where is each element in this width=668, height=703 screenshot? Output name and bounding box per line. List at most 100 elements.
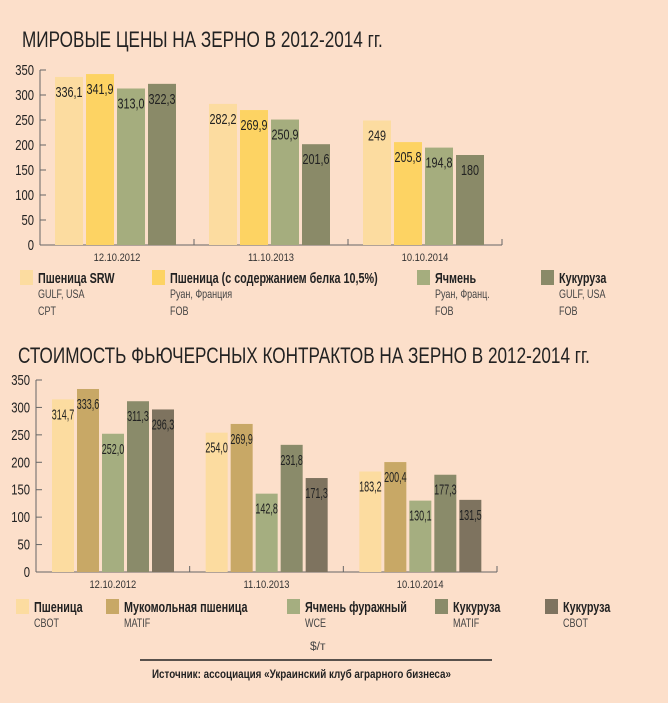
legend-sublabel: GULF, USA [559, 288, 606, 302]
legend-sublabel: FOB [170, 305, 188, 319]
bar [209, 103, 237, 246]
bar [305, 478, 328, 572]
bar-value-label: 142,8 [255, 500, 278, 517]
legend-sublabel: Руан, Франц. [435, 288, 490, 302]
bar-value-label: 311,3 [127, 408, 149, 425]
bar-value-label: 282,2 [210, 110, 237, 127]
bar [394, 142, 422, 245]
bar [409, 500, 432, 572]
y-tick-label: 150 [15, 161, 34, 178]
bar [240, 110, 268, 245]
bar [148, 83, 176, 245]
x-tick-label: 12.10.2012 [94, 252, 141, 264]
y-tick-label: 200 [15, 136, 34, 153]
bar [271, 119, 299, 245]
legend-label: Ячмень фуражный [305, 598, 407, 615]
bar-value-label: 205,8 [395, 148, 422, 165]
legend-label: Кукуруза [453, 598, 501, 615]
legend-label: Мукомольная пшеница [124, 598, 248, 615]
legend-sublabel: CBOT [34, 617, 59, 631]
legend-item: Мукомольная пшеница MATIF [106, 598, 248, 630]
bar-value-label: 313,0 [118, 95, 145, 112]
unit-label: $/т [310, 639, 326, 653]
bar-value-label: 254,0 [205, 439, 228, 456]
y-tick-label: 100 [15, 186, 34, 203]
legend-sublabel: CPT [38, 305, 56, 319]
chart-1: МИРОВЫЕ ЦЕНЫ НА ЗЕРНО В 2012-2014 гг. 0 50… [15, 28, 607, 318]
legend-item: Ячмень фуражный WCE [287, 598, 407, 630]
bar [384, 462, 407, 572]
legend-label: Пшеница SRW [38, 269, 115, 286]
legend-item: Кукуруза GULF, USA FOB [541, 269, 607, 318]
source-note: Источник: ассоциация «Украинский клуб аг… [152, 668, 451, 681]
chart-2: СТОИМОСТЬ ФЬЮЧЕРСНЫХ КОНТРАКТОВ НА ЗЕРНО… [11, 344, 611, 630]
chart-title: МИРОВЫЕ ЦЕНЫ НА ЗЕРНО В 2012-2014 гг. [22, 28, 383, 53]
legend-item: Пшеница CBOT [16, 598, 83, 630]
legend-sublabel: GULF, USA [38, 288, 85, 302]
bar-value-label: 201,6 [303, 150, 330, 167]
legend-sublabel: WCE [305, 617, 326, 631]
bar [152, 409, 174, 572]
legend-item: Кукуруза CBOT [545, 598, 611, 630]
bar [86, 74, 114, 245]
bar [456, 155, 484, 245]
bar-value-label: 336,1 [56, 83, 83, 100]
bar-value-label: 250,9 [272, 126, 299, 143]
bar-value-label: 231,8 [280, 452, 303, 469]
bar-value-label: 171,3 [305, 485, 328, 502]
x-tick-label: 11.10.2013 [243, 579, 289, 591]
legend-sublabel: Руан, Франция [170, 288, 232, 302]
x-tick-label: 12.10.2012 [89, 579, 136, 591]
legend-item: Кукуруза MATIF [435, 598, 501, 630]
bar [230, 423, 253, 572]
legend-sublabel: MATIF [453, 617, 480, 631]
legend-swatch [435, 599, 448, 614]
legend-sublabel: FOB [559, 305, 577, 319]
y-tick-label: 50 [17, 536, 30, 553]
chart-title: СТОИМОСТЬ ФЬЮЧЕРСНЫХ КОНТРАКТОВ НА ЗЕРНО… [18, 344, 590, 369]
legend-item: Пшеница (с содержанием белка 10,5%) Руан,… [152, 269, 378, 318]
y-tick-label: 250 [11, 426, 30, 443]
bar-value-label: 341,9 [87, 80, 114, 97]
bar [127, 401, 149, 572]
bar [255, 493, 278, 572]
bar [102, 433, 124, 572]
bar [425, 147, 453, 245]
bar-value-label: 130,1 [409, 507, 432, 524]
y-tick-label: 300 [15, 86, 34, 103]
bar-value-label: 314,7 [52, 406, 75, 423]
legend-swatch [106, 599, 119, 614]
bar-value-label: 131,5 [459, 507, 482, 524]
y-tick-label: 200 [11, 454, 30, 471]
legend-label: Кукуруза [563, 598, 611, 615]
legend-swatch [20, 270, 33, 285]
bar-value-label: 183,2 [359, 478, 382, 495]
legend-sublabel: FOB [435, 305, 453, 319]
y-tick-label: 0 [28, 236, 34, 253]
bar [363, 120, 391, 245]
bar-value-label: 252,0 [102, 440, 125, 457]
legend-swatch [16, 599, 29, 614]
bar [117, 88, 145, 245]
legend-sublabel: MATIF [124, 617, 151, 631]
bar-value-label: 333,6 [77, 396, 100, 413]
y-tick-label: 250 [15, 111, 34, 128]
legend-swatch [152, 270, 165, 285]
bar [205, 432, 228, 572]
legend-label: Пшеница [34, 598, 83, 615]
legend-label: Ячмень [435, 269, 476, 286]
legend-label: Кукуруза [559, 269, 607, 286]
legend-swatch [541, 270, 554, 285]
y-tick-label: 300 [11, 399, 30, 416]
y-tick-label: 0 [24, 563, 30, 580]
bar-value-label: 269,9 [230, 431, 253, 448]
bar-value-label: 296,3 [152, 416, 175, 433]
bar-value-label: 180 [461, 161, 479, 178]
bar [359, 471, 382, 572]
bar [52, 399, 74, 572]
bar [55, 76, 83, 245]
bar [280, 444, 303, 572]
x-tick-label: 11.10.2013 [248, 252, 294, 264]
y-tick-label: 350 [11, 371, 30, 388]
